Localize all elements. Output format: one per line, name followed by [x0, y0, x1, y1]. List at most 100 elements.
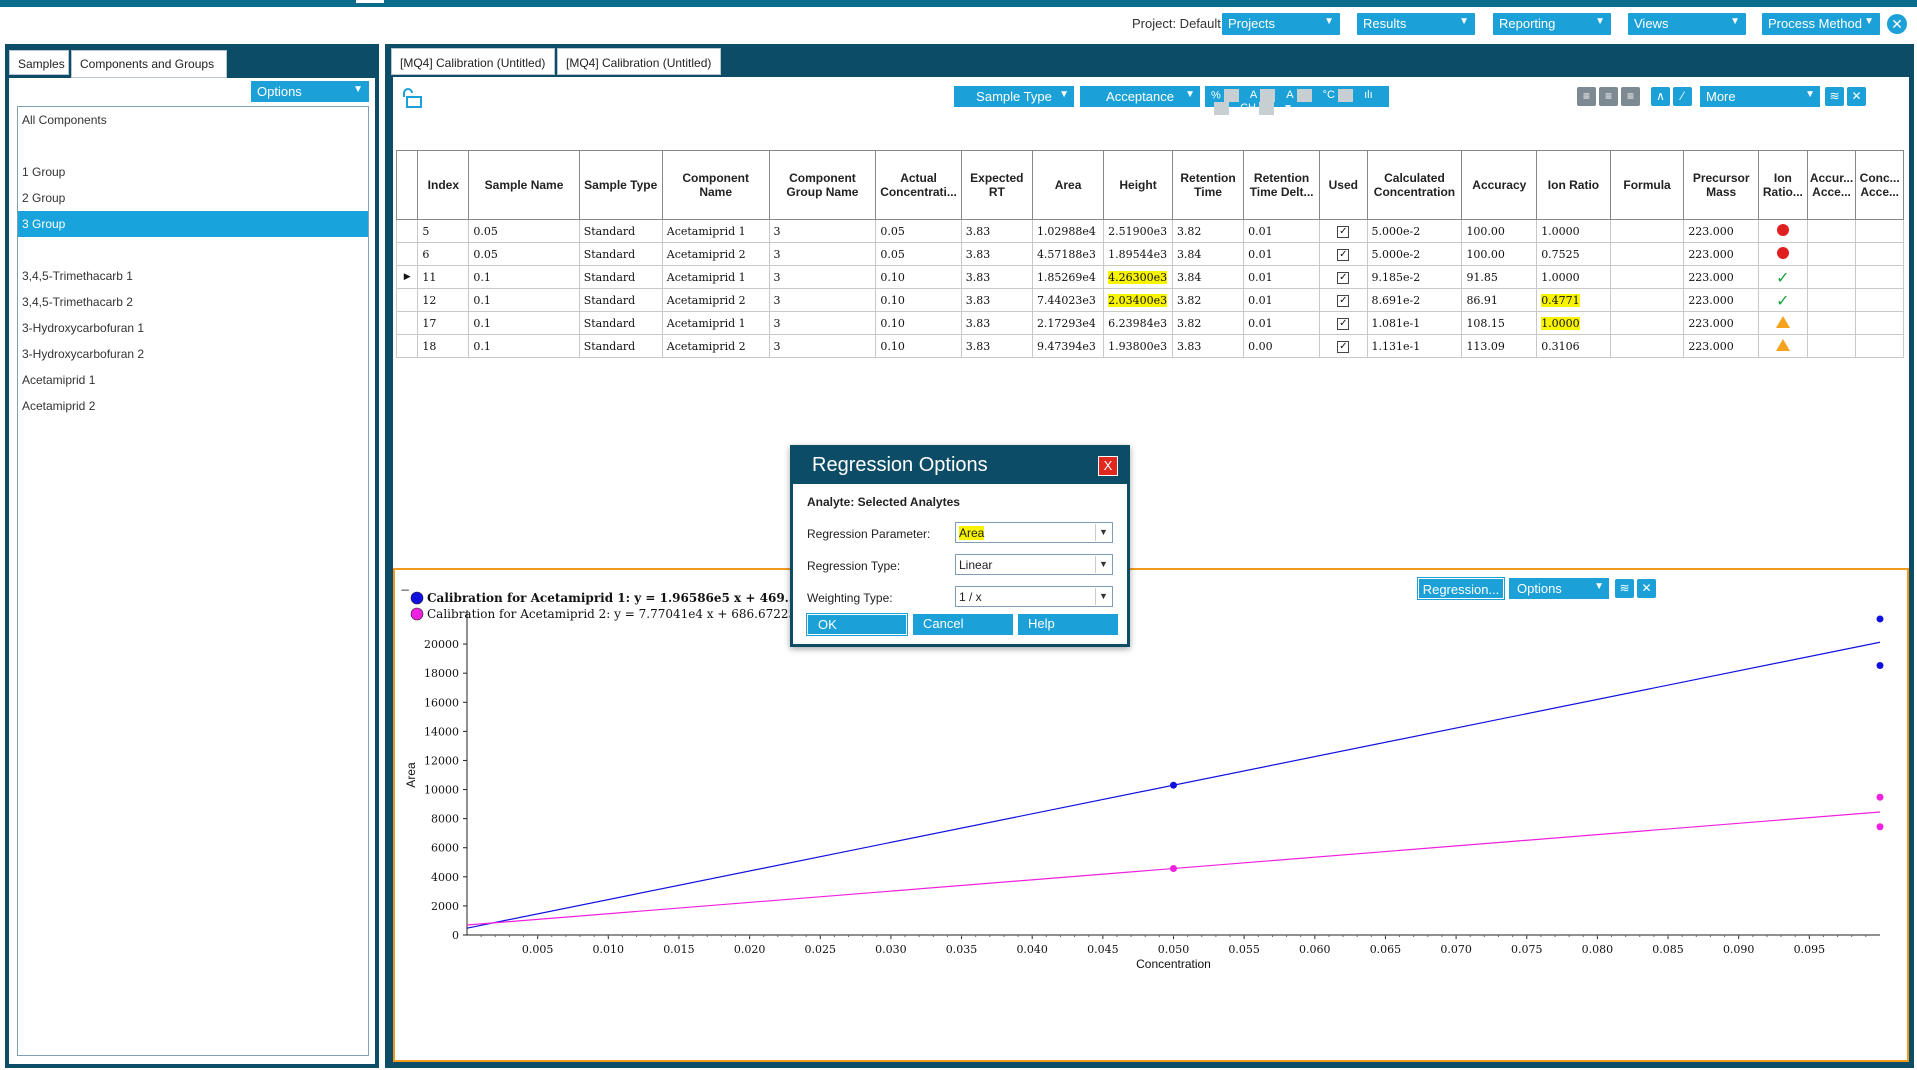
list-item[interactable]: 2 Group: [18, 185, 368, 211]
tab-samples[interactable]: Samples: [9, 50, 69, 75]
align-top-icon[interactable]: ≡: [1577, 87, 1596, 106]
export-icon[interactable]: ≋: [1825, 87, 1844, 106]
column-header[interactable]: Height: [1103, 150, 1173, 220]
list-item-selected[interactable]: 3 Group: [18, 211, 368, 237]
column-header[interactable]: Retention Time: [1171, 150, 1245, 220]
sample-type-dropdown[interactable]: Sample Type ▼: [954, 86, 1074, 107]
chevron-down-icon[interactable]: ▼: [1283, 103, 1293, 115]
legend-collapse-icon[interactable]: −: [400, 583, 410, 597]
checkbox-icon[interactable]: ✓: [1337, 249, 1350, 261]
percent-filter-icon[interactable]: %: [1211, 89, 1221, 102]
results-menu[interactable]: Results ▼: [1357, 13, 1475, 35]
a-filter-icon[interactable]: A: [1249, 89, 1258, 102]
list-item[interactable]: 3-Hydroxycarbofuran 1: [18, 315, 368, 341]
a-filter-2-icon[interactable]: A: [1286, 89, 1294, 102]
table-row[interactable]: 5 0.05 Standard Acetamiprid 1 3 0.05 3.83 1.029…: [395, 219, 1904, 243]
tab-components-and-groups[interactable]: Components and Groups: [71, 50, 227, 78]
column-header[interactable]: Expected RT: [960, 150, 1033, 220]
column-header[interactable]: Formula: [1609, 150, 1685, 220]
data-point[interactable]: [1876, 615, 1884, 623]
column-header[interactable]: Area: [1031, 150, 1105, 220]
list-item[interactable]: 1 Group: [18, 159, 368, 185]
temperature-icon[interactable]: °C: [1322, 89, 1335, 102]
column-header[interactable]: Component Group Name: [768, 150, 877, 220]
views-menu[interactable]: Views ▼: [1628, 13, 1746, 35]
list-item[interactable]: Acetamiprid 1: [18, 367, 368, 393]
checkbox-icon[interactable]: ✓: [1337, 295, 1350, 307]
column-header[interactable]: Used: [1319, 150, 1368, 220]
data-point[interactable]: [1876, 793, 1884, 801]
table-row[interactable]: ▶ 11 0.1 Standard Acetamiprid 1 3 0.10 3.83 1.85…: [395, 265, 1904, 289]
close-icon[interactable]: ✕: [1847, 87, 1866, 106]
list-item[interactable]: All Components: [18, 107, 368, 133]
table-row[interactable]: 18 0.1 Standard Acetamiprid 2 3 0.10 3.83 9.473…: [395, 334, 1904, 358]
weighting-type-select[interactable]: 1 / x ▼: [955, 586, 1113, 607]
table-row[interactable]: 6 0.05 Standard Acetamiprid 2 3 0.05 3.83 4.571…: [395, 242, 1904, 266]
checkbox-icon[interactable]: ✓: [1337, 318, 1350, 330]
row-selector[interactable]: [395, 311, 419, 335]
column-header[interactable]: Sample Name: [468, 150, 580, 220]
reporting-menu[interactable]: Reporting ▼: [1493, 13, 1611, 35]
ok-button[interactable]: OK: [806, 613, 908, 636]
column-header[interactable]: Retention Time Delt...: [1243, 150, 1321, 220]
help-button[interactable]: Help: [1018, 614, 1118, 635]
checkbox-icon[interactable]: ✓: [1337, 341, 1350, 353]
data-point[interactable]: [1170, 864, 1177, 872]
chart-options-dropdown[interactable]: Options ▼: [1509, 578, 1609, 599]
table-row[interactable]: 12 0.1 Standard Acetamiprid 2 3 0.10 3.83 7.440…: [395, 288, 1904, 312]
list-item[interactable]: Acetamiprid 2: [18, 393, 368, 419]
column-header-label: Accur... Acce...: [1809, 171, 1854, 199]
checkbox-icon[interactable]: ✓: [1337, 272, 1350, 284]
list-item[interactable]: 3-Hydroxycarbofuran 2: [18, 341, 368, 367]
checkbox-icon[interactable]: ✓: [1337, 226, 1350, 238]
list-item[interactable]: 3,4,5-Trimethacarb 1: [18, 263, 368, 289]
peaks-icon[interactable]: ılı: [1364, 89, 1373, 102]
unlock-icon[interactable]: [401, 87, 427, 109]
data-point[interactable]: [1876, 662, 1884, 670]
row-selector[interactable]: ▶: [395, 265, 419, 289]
cancel-button[interactable]: Cancel: [913, 614, 1013, 635]
acceptance-dropdown[interactable]: Acceptance ▼: [1080, 86, 1200, 107]
table-row[interactable]: 17 0.1 Standard Acetamiprid 1 3 0.10 3.83 2.172…: [395, 311, 1904, 335]
data-point[interactable]: [1876, 823, 1884, 831]
table-cell: 1.93800e3: [1103, 334, 1173, 358]
close-icon: X: [1103, 458, 1113, 473]
more-dropdown[interactable]: More ▼: [1700, 86, 1820, 107]
regression-button[interactable]: Regression...: [1417, 577, 1505, 600]
column-header[interactable]: Index: [417, 150, 470, 220]
formula-icon[interactable]: CH: [1240, 102, 1256, 115]
column-header[interactable]: Conc... Acce...: [1855, 150, 1904, 220]
align-bottom-icon[interactable]: ≡: [1621, 87, 1640, 106]
data-point[interactable]: [1170, 781, 1177, 789]
close-icon[interactable]: ✕: [1637, 579, 1656, 598]
align-middle-icon[interactable]: ≡: [1599, 87, 1618, 106]
column-header[interactable]: Calculated Concentration: [1366, 150, 1463, 220]
column-header[interactable]: Ion Ratio: [1536, 150, 1611, 220]
table-cell: Acetamiprid 2: [661, 288, 770, 312]
column-header[interactable]: Accuracy: [1461, 150, 1538, 220]
tab-calibration-1[interactable]: [MQ4] Calibration (Untitled): [391, 48, 555, 75]
dialog-close-button[interactable]: X: [1098, 456, 1118, 476]
column-header[interactable]: Ion Ratio...: [1758, 150, 1808, 220]
column-header[interactable]: Accur... Acce...: [1806, 150, 1857, 220]
row-selector[interactable]: [395, 288, 419, 312]
row-selector[interactable]: [395, 334, 419, 358]
export-icon[interactable]: ≋: [1615, 579, 1634, 598]
column-header[interactable]: Component Name: [661, 150, 770, 220]
column-header[interactable]: Actual Concentrati...: [875, 150, 962, 220]
left-options-dropdown[interactable]: Options ▼: [251, 81, 369, 102]
close-icon[interactable]: ✕: [1887, 14, 1907, 34]
list-item[interactable]: 3,4,5-Trimethacarb 2: [18, 289, 368, 315]
regression-type-select[interactable]: Linear ▼: [955, 554, 1113, 575]
column-filters-toolbar[interactable]: % A A °C ılı CH ▼: [1205, 86, 1389, 115]
row-selector[interactable]: [395, 219, 419, 243]
column-header[interactable]: Sample Type: [578, 150, 663, 220]
process-method-menu[interactable]: Process Method ▼: [1762, 13, 1880, 35]
regression-parameter-select[interactable]: Area ▼: [955, 522, 1113, 543]
tab-calibration-2[interactable]: [MQ4] Calibration (Untitled): [557, 48, 721, 75]
peak-view-icon[interactable]: ∧: [1651, 87, 1670, 106]
row-selector[interactable]: [395, 242, 419, 266]
column-header[interactable]: Precursor Mass: [1683, 150, 1760, 220]
edit-line-icon[interactable]: ⁄: [1673, 87, 1692, 106]
projects-menu[interactable]: Projects ▼: [1222, 13, 1340, 35]
